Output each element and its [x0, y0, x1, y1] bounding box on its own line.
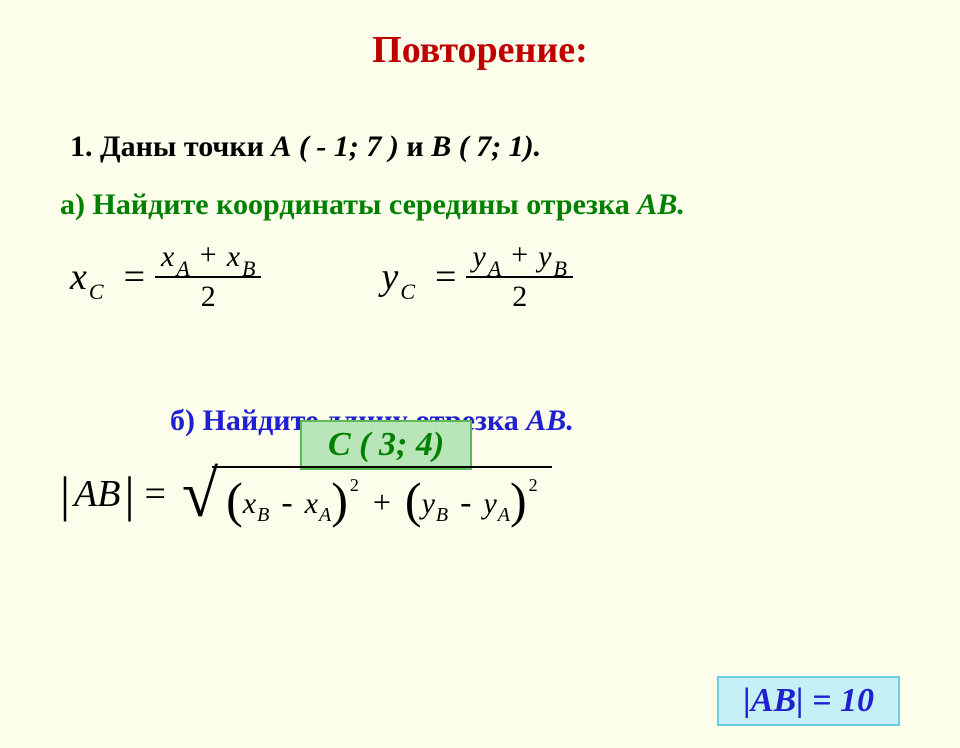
ya-sub: A	[488, 256, 501, 282]
segment-ab-b: АВ.	[526, 404, 574, 437]
xc-var: x	[70, 255, 87, 299]
xc-sub: C	[89, 279, 104, 305]
part-a-text: а) Найдите координаты середины отрезка	[60, 188, 637, 221]
d-xa-var: x	[305, 487, 318, 521]
xa-var: x	[161, 240, 174, 274]
part-b-prompt: б) Найдите длину отрезка АВ.	[170, 404, 960, 438]
xc-den: 2	[201, 278, 216, 314]
radical-icon: √	[182, 472, 218, 518]
d-xb-var: x	[243, 487, 256, 521]
d-yb-var: y	[422, 487, 435, 521]
point-a-text: А ( - 1; 7 )	[271, 130, 398, 163]
segment-ab-a: АВ.	[637, 188, 685, 221]
problem-statement: 1. Даны точки А ( - 1; 7 ) и В ( 7; 1).	[70, 130, 960, 164]
d-xa-sub: A	[319, 504, 331, 527]
yc-var: y	[381, 255, 398, 299]
yc-den: 2	[512, 278, 527, 314]
ya-var: y	[472, 240, 485, 274]
d-xb-sub: B	[257, 504, 269, 527]
xc-formula: xC = xA + xB 2	[70, 240, 261, 314]
d-yb-sub: B	[436, 504, 448, 527]
slide-title: Повторение:	[0, 28, 960, 72]
problem-prefix: 1. Даны точки	[70, 130, 271, 163]
result-c-box: C ( 3; 4)	[300, 420, 472, 470]
part-a-prompt: а) Найдите координаты середины отрезка А…	[60, 188, 960, 222]
d-ya-sub: A	[498, 504, 510, 527]
result-ab-box: |АВ| = 10	[717, 676, 900, 726]
yc-sub: C	[400, 279, 415, 305]
xa-sub: A	[176, 256, 189, 282]
midpoint-formulas: xC = xA + xB 2 yC = yA + yB 2	[70, 240, 960, 314]
xb-var: x	[227, 240, 240, 274]
d-ya-var: y	[483, 487, 496, 521]
distance-formula: |AB| = √ ( xB - xA ) 2 + ( yB - yA ) 2	[60, 466, 960, 522]
yb-var: y	[538, 240, 551, 274]
xb-sub: B	[242, 256, 255, 282]
and-word: и	[399, 130, 431, 163]
yc-formula: yC = yA + yB 2	[381, 240, 572, 314]
dist-lhs: AB	[74, 472, 120, 516]
point-b-text: В ( 7; 1).	[431, 130, 541, 163]
yb-sub: B	[554, 256, 567, 282]
